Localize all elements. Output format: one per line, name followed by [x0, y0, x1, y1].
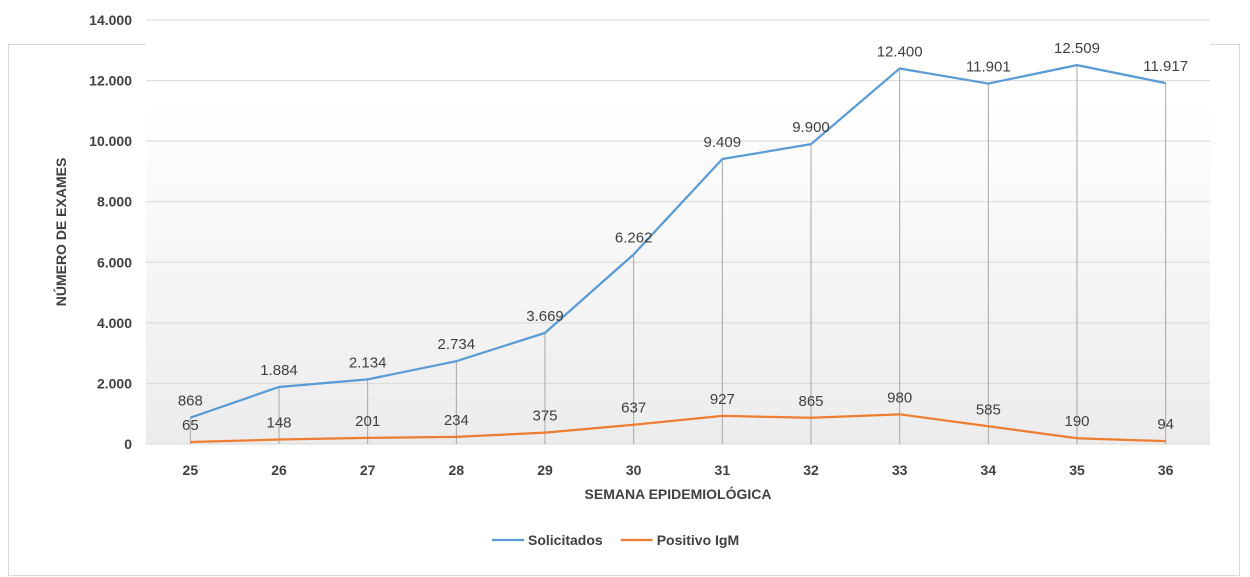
- x-tick-label: 30: [626, 462, 642, 478]
- plot-area-background: [146, 100, 1210, 444]
- drop-lines: [189, 65, 1167, 444]
- x-tick-label: 33: [892, 462, 908, 478]
- data-label: 12.400: [877, 43, 923, 60]
- y-tick-label: 4.000: [97, 315, 132, 331]
- series-lines: [189, 64, 1166, 444]
- data-label: 12.509: [1054, 40, 1100, 57]
- data-label: 9.900: [792, 119, 830, 136]
- y-tick-label: 10.000: [89, 133, 132, 149]
- data-label: 375: [532, 408, 557, 425]
- legend: Solicitados Positivo IgM: [492, 532, 739, 548]
- data-label: 234: [444, 412, 469, 429]
- data-label: 148: [266, 415, 291, 432]
- data-label: 2.734: [438, 336, 476, 353]
- x-tick-label: 31: [715, 462, 731, 478]
- legend-entry: Positivo IgM: [657, 532, 739, 548]
- top-white-band: [146, 8, 1210, 100]
- y-tick-label: 2.000: [97, 375, 132, 391]
- data-label: 6.262: [615, 229, 653, 246]
- data-label: 637: [621, 400, 646, 417]
- x-tick-label: 28: [449, 462, 465, 478]
- x-tick-label: 35: [1069, 462, 1085, 478]
- x-tick-label: 34: [981, 462, 997, 478]
- y-tick-labels: 0 2.000 4.000 6.000 8.000 10.000 12.000 14.000: [89, 12, 132, 452]
- data-label: 11.901: [966, 59, 1011, 76]
- x-tick-label: 27: [360, 462, 376, 478]
- data-label: 585: [976, 401, 1001, 418]
- x-tick-labels: 25 26 27 28 29 30 31 32 33 34 35 36: [183, 462, 1174, 478]
- data-label: 190: [1064, 413, 1089, 430]
- x-tick-label: 36: [1158, 462, 1174, 478]
- series-line-positivo-igm: [190, 413, 1166, 444]
- data-label: 11.917: [1143, 58, 1188, 75]
- data-label: 94: [1157, 416, 1174, 433]
- data-labels: 868 1.884 2.134 2.734 3.669 6.262 9.409 9.900 12…: [178, 40, 1188, 434]
- data-label: 1.884: [260, 362, 298, 379]
- data-label: 2.134: [349, 354, 387, 371]
- y-tick-label: 0: [124, 436, 132, 452]
- x-tick-label: 29: [537, 462, 553, 478]
- data-label: 9.409: [704, 134, 742, 151]
- x-tick-label: 26: [271, 462, 287, 478]
- data-label: 3.669: [526, 308, 564, 325]
- x-tick-label: 32: [803, 462, 819, 478]
- data-label: 201: [355, 413, 380, 430]
- data-label: 65: [182, 417, 199, 434]
- y-axis-title: NÚMERO DE EXAMES: [52, 158, 69, 307]
- y-tick-label: 12.000: [89, 73, 132, 89]
- y-tick-label: 6.000: [97, 254, 132, 270]
- x-axis-title: SEMANA EPIDEMIOLÓGICA: [585, 485, 772, 502]
- data-label: 980: [887, 389, 912, 406]
- series-line-solicitados: [189, 64, 1166, 419]
- y-tick-label: 14.000: [89, 12, 132, 28]
- data-label: 868: [178, 393, 203, 410]
- y-tick-label: 8.000: [97, 194, 132, 210]
- x-tick-label: 25: [183, 462, 199, 478]
- data-label: 927: [710, 391, 735, 408]
- legend-entry: Solicitados: [528, 532, 603, 548]
- data-label: 865: [798, 393, 823, 410]
